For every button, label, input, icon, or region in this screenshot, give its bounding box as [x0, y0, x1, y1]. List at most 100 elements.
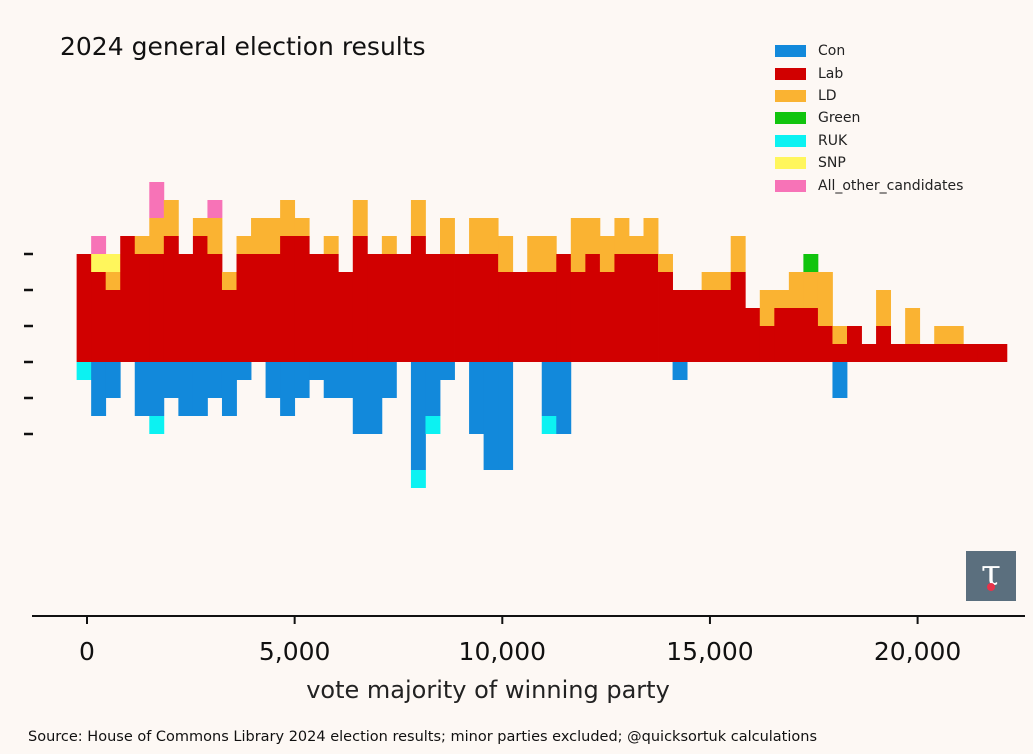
legend-item-all_other_candidates: All_other_candidates	[775, 174, 963, 196]
bar-ld-bin-13	[265, 218, 281, 254]
bar-lab-bin-12	[251, 254, 266, 362]
bar-lab-bin-32	[541, 272, 557, 362]
bar-ld-bin-32	[541, 236, 557, 272]
bar-lab-bin-42	[687, 290, 703, 362]
bar-lab-bin-47	[759, 326, 775, 362]
legend-item-con: Con	[775, 40, 963, 62]
bar-ld-bin-59	[934, 326, 950, 344]
logo-dot-icon	[987, 583, 995, 591]
bar-ld-bin-11	[236, 236, 252, 254]
legend-item-snp: SNP	[775, 152, 963, 174]
bar-lab-bin-3	[120, 236, 136, 362]
bar-ld-bin-39	[643, 218, 659, 254]
publisher-logo: τ T	[966, 551, 1016, 601]
bar-snp-bin-1	[91, 254, 107, 272]
bar-lab-bin-56	[890, 344, 906, 362]
bar-ld-bin-9	[207, 218, 223, 254]
bar-lab-bin-21	[381, 254, 397, 362]
bar-ld-bin-38	[628, 236, 644, 254]
legend-item-ld: LD	[775, 85, 963, 107]
bar-ld-bin-29	[498, 236, 514, 272]
bar-ld-bin-14	[280, 200, 296, 236]
bar-lab-bin-16	[309, 254, 325, 362]
bar-con-bin-18	[338, 362, 354, 398]
bars-group	[76, 182, 1008, 488]
bar-con-bin-29	[498, 362, 514, 470]
bar-ld-bin-19	[352, 200, 368, 236]
bar-ruk-bin-23	[410, 470, 426, 488]
bar-ld-bin-28	[483, 218, 499, 254]
bar-lab-bin-57	[905, 344, 921, 362]
bar-ld-bin-34	[570, 218, 586, 272]
bar-lab-bin-61	[963, 344, 979, 362]
bar-lab-bin-11	[236, 254, 252, 362]
tau-logo-icon: τ	[981, 553, 1001, 594]
bar-lab-bin-17	[323, 254, 339, 362]
bar-con-bin-21	[381, 362, 397, 398]
bar-all_other_candidates-bin-5	[149, 182, 165, 218]
bar-con-bin-5	[149, 362, 165, 416]
legend-item-ruk: RUK	[775, 130, 963, 152]
bar-ld-bin-47	[759, 290, 775, 326]
bar-con-bin-15	[294, 362, 310, 398]
bar-lab-bin-24	[425, 254, 441, 362]
bar-lab-bin-14	[280, 236, 296, 362]
bar-con-bin-17	[323, 362, 339, 398]
bar-lab-bin-43	[701, 290, 717, 362]
legend-swatch-snp	[775, 157, 806, 170]
bar-lab-bin-2	[105, 290, 121, 362]
bar-con-bin-11	[236, 362, 252, 380]
bar-ld-bin-55	[876, 290, 892, 326]
bar-ld-bin-4	[134, 236, 150, 254]
bar-lab-bin-28	[483, 254, 499, 362]
bar-lab-bin-41	[672, 290, 688, 362]
bar-lab-bin-20	[367, 254, 383, 362]
bar-ld-bin-6	[163, 200, 179, 236]
bar-con-bin-10	[221, 362, 237, 416]
legend-label-con: Con	[818, 43, 846, 60]
bar-lab-bin-58	[919, 344, 935, 362]
bar-lab-bin-22	[396, 254, 412, 362]
x-tick-label-20000: 20,000	[874, 637, 961, 666]
bar-con-bin-13	[265, 362, 281, 398]
bar-lab-bin-55	[876, 326, 892, 362]
bar-lab-bin-31	[527, 272, 543, 362]
bar-ld-bin-44	[716, 272, 732, 290]
legend-label-ruk: RUK	[818, 132, 848, 149]
bar-all_other_candidates-bin-1	[91, 236, 107, 254]
bar-lab-bin-60	[948, 344, 964, 362]
bar-lab-bin-27	[469, 254, 485, 362]
bar-con-bin-41	[672, 362, 688, 380]
bar-lab-bin-38	[628, 254, 644, 362]
bar-lab-bin-34	[570, 272, 586, 362]
bar-con-bin-32	[541, 362, 557, 416]
bar-lab-bin-19	[352, 236, 368, 362]
legend-swatch-ruk	[775, 134, 806, 147]
bar-ruk-bin-32	[541, 416, 557, 434]
bar-lab-bin-59	[934, 344, 950, 362]
bar-con-bin-4	[134, 362, 150, 416]
legend-swatch-green	[775, 112, 806, 125]
bar-con-bin-14	[280, 362, 296, 416]
bar-con-bin-52	[832, 362, 848, 398]
legend-swatch-ld	[775, 89, 806, 102]
bar-green-bin-50	[803, 254, 819, 272]
bar-lab-bin-50	[803, 308, 819, 362]
bar-con-bin-9	[207, 362, 223, 398]
bar-ld-bin-31	[527, 236, 543, 272]
bar-ld-bin-35	[585, 218, 601, 254]
bar-ld-bin-21	[381, 236, 397, 254]
legend-label-green: Green	[818, 110, 861, 127]
legend-swatch-lab	[775, 67, 806, 80]
bar-con-bin-33	[556, 362, 572, 434]
bar-lab-bin-7	[178, 254, 194, 362]
bar-con-bin-19	[352, 362, 368, 434]
x-tick-label-5000: 5,000	[259, 637, 331, 666]
bar-ruk-bin-0	[76, 362, 92, 380]
bar-ld-bin-12	[251, 218, 266, 254]
bar-ld-bin-52	[832, 326, 848, 344]
bar-lab-bin-0	[76, 254, 92, 362]
bar-ld-bin-10	[221, 272, 237, 290]
bar-ld-bin-43	[701, 272, 717, 290]
x-tick-label-10000: 10,000	[459, 637, 546, 666]
